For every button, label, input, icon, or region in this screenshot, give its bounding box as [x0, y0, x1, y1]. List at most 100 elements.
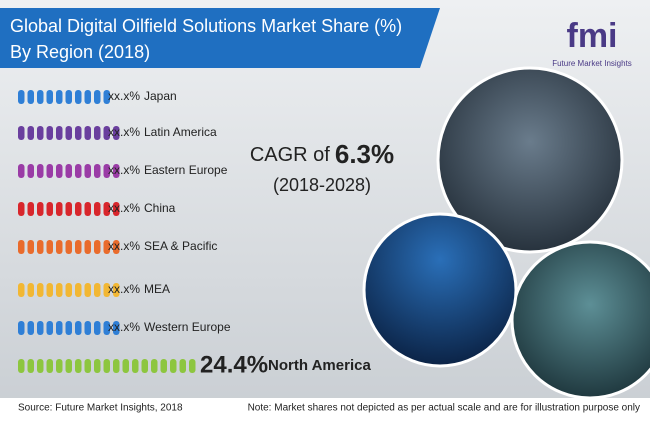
pill — [46, 359, 53, 373]
pill — [46, 283, 53, 297]
pill — [75, 321, 82, 335]
share-label: xx.x% — [108, 201, 140, 215]
pill — [113, 202, 120, 216]
pill — [94, 202, 101, 216]
share-label: xx.x% — [108, 163, 140, 177]
pill — [84, 90, 91, 104]
cagr: CAGR of 6.3% — [250, 139, 394, 169]
pill — [160, 359, 167, 373]
pill — [103, 321, 110, 335]
region-label: China — [144, 201, 176, 215]
pill — [75, 164, 82, 178]
pill — [46, 321, 53, 335]
pill — [18, 164, 25, 178]
pill — [46, 90, 53, 104]
pill — [18, 283, 25, 297]
pill — [84, 164, 91, 178]
pill — [75, 240, 82, 254]
pill — [27, 126, 34, 140]
pill — [84, 202, 91, 216]
cagr-label: CAGR of — [250, 144, 330, 166]
pill — [65, 240, 72, 254]
pill — [132, 359, 139, 373]
source: Source: Future Market Insights, 2018 — [18, 403, 183, 414]
pill — [103, 90, 110, 104]
pill — [65, 164, 72, 178]
pill — [113, 240, 120, 254]
cagr-value: 6.3% — [335, 139, 394, 169]
pill — [94, 240, 101, 254]
pill — [170, 359, 177, 373]
pill — [27, 321, 34, 335]
pill — [56, 359, 63, 373]
title: Global Digital Oilfield Solutions Market… — [10, 16, 402, 36]
pill — [27, 202, 34, 216]
logo-mark: fmi — [567, 17, 618, 55]
region-list: xx.x% Japan xx.x% Latin America xx.x% Eastern… — [18, 89, 371, 378]
pill — [103, 240, 110, 254]
pill — [46, 126, 53, 140]
offshore-rig-image — [362, 212, 518, 368]
pill — [141, 359, 148, 373]
pill — [103, 283, 110, 297]
pill — [75, 359, 82, 373]
pill — [84, 283, 91, 297]
pill — [113, 164, 120, 178]
pill — [151, 359, 158, 373]
pill — [18, 90, 25, 104]
pill — [18, 321, 25, 335]
pill — [56, 240, 63, 254]
pill — [94, 90, 101, 104]
pill — [65, 90, 72, 104]
note: Note: Market shares not depicted as per … — [248, 403, 640, 414]
pill — [37, 126, 44, 140]
pill — [75, 283, 82, 297]
share-label: xx.x% — [108, 282, 140, 296]
pill — [103, 164, 110, 178]
region-label: Eastern Europe — [144, 163, 228, 177]
pill — [65, 126, 72, 140]
pill — [84, 240, 91, 254]
share-label: 24.4% — [200, 351, 268, 378]
pill — [94, 126, 101, 140]
refinery-image — [436, 66, 624, 254]
share-label: xx.x% — [108, 89, 140, 103]
pill — [94, 321, 101, 335]
pill — [75, 202, 82, 216]
logo-name: Future Market Insights — [552, 59, 632, 68]
pill — [27, 90, 34, 104]
pill — [56, 202, 63, 216]
pill — [122, 359, 129, 373]
pill — [37, 359, 44, 373]
pill — [56, 321, 63, 335]
footer-bar — [0, 398, 650, 418]
pill — [113, 359, 120, 373]
pill — [84, 359, 91, 373]
pill — [65, 202, 72, 216]
pill — [103, 359, 110, 373]
pill — [27, 240, 34, 254]
pill — [37, 90, 44, 104]
pill — [27, 164, 34, 178]
pill — [37, 240, 44, 254]
pill — [37, 164, 44, 178]
pill — [56, 90, 63, 104]
pill — [37, 283, 44, 297]
pill — [113, 283, 120, 297]
pill — [37, 321, 44, 335]
pill — [27, 283, 34, 297]
pumpjack-image — [510, 240, 650, 400]
pill — [56, 283, 63, 297]
pill — [94, 359, 101, 373]
pill — [94, 164, 101, 178]
pill — [46, 202, 53, 216]
pill — [113, 321, 120, 335]
share-label: xx.x% — [108, 239, 140, 253]
region-label: Japan — [144, 89, 177, 103]
pill — [65, 359, 72, 373]
pill — [84, 321, 91, 335]
region-label: North America — [268, 357, 371, 374]
cagr-period: (2018-2028) — [273, 175, 371, 195]
region-label: Latin America — [144, 125, 217, 139]
